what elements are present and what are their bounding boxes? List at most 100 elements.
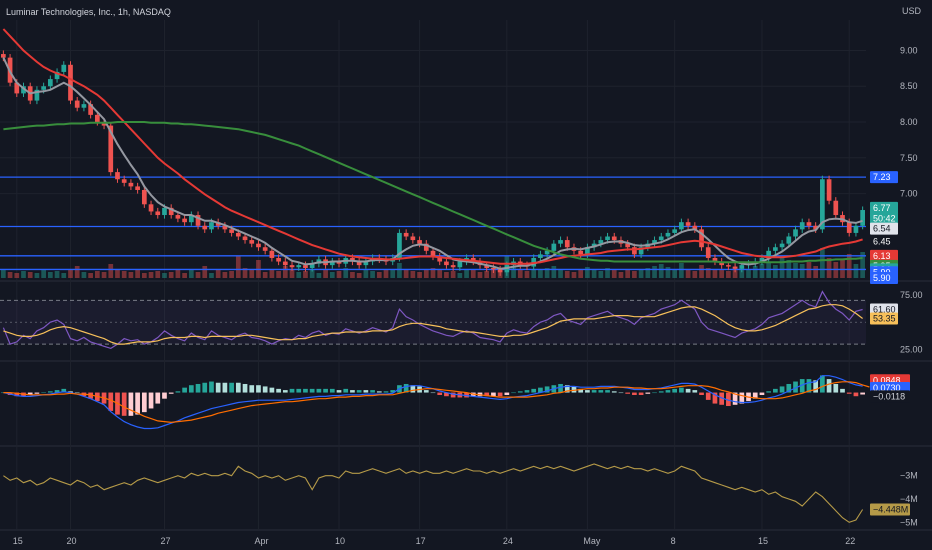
candle-body [658,236,664,241]
macd-histogram-bar [323,388,328,393]
macd-histogram-bar [430,392,436,394]
moving-average-line [3,121,863,264]
candle-body [585,247,590,255]
candle-body [820,179,825,230]
volume-bar [524,271,530,278]
price-label-text: 5.90 [873,273,891,283]
macd-histogram-bar [296,388,302,393]
rsi-tick-label: 75.00 [900,290,923,300]
volume-bar [477,272,483,278]
volume-bar [672,269,678,278]
macd-histogram-bar [276,388,281,393]
candle-body [672,229,678,233]
macd-histogram-bar [558,383,563,393]
volume-bar [591,270,597,278]
candle-body [215,222,221,226]
volume-bar [625,270,631,278]
volume-bar [484,271,490,278]
volume-bar [1,270,6,278]
volume-bar [638,269,644,278]
macd-histogram-bar [484,392,490,397]
price-label-text: 6.54 [873,224,891,234]
price-label-text: 50:42 [873,214,896,224]
candle-body [81,104,87,108]
volume-bar [249,270,255,278]
macd-histogram-bar [450,392,456,398]
volume-bar [846,254,852,278]
candle-body [638,247,644,255]
candle-body [813,225,819,230]
candle-body [605,236,610,241]
macd-histogram-bar [182,387,187,393]
macd-pane [1,375,870,430]
volume-bar [417,272,422,278]
volume-bar [276,271,281,278]
volume-bar [813,266,819,278]
obv-tick-label: −5M [900,517,918,527]
macd-histogram-bar [128,392,134,416]
volume-bar [303,271,308,278]
obv-pane [3,463,864,523]
candle-body [578,250,584,255]
macd-histogram-bar [444,392,449,397]
volume-bar [511,266,516,278]
price-label-badge [870,201,898,214]
obv-label-text: −4.448M [873,505,908,515]
moving-average-line [2,28,863,265]
macd-histogram-bar [363,390,369,393]
candle-body [397,232,402,258]
volume-bar [101,272,107,278]
macd-histogram-bar [860,392,865,395]
candle-body [329,261,335,266]
volume-bar [470,269,476,278]
macd-histogram-bar [853,392,859,397]
candle-body [262,247,268,251]
macd-histogram-bar [732,392,738,405]
macd-histogram-bar [423,390,429,393]
volume-bar [752,266,758,278]
time-tick-label: 15 [13,536,23,546]
candle-body [632,247,637,255]
macd-histogram-bar [168,392,174,394]
candle-body [68,64,73,101]
candle-body [74,100,80,108]
macd-histogram-bar [135,392,140,415]
volume-bar [34,273,40,278]
candle-body [444,261,449,266]
volume-bar [652,266,657,278]
price-label-badge [870,171,898,184]
rsi-line [2,290,863,350]
volume-bar [195,272,201,278]
volume-bar [517,269,523,278]
candle-body [450,265,456,268]
macd-histogram-bar [826,379,832,393]
macd-histogram-bar [578,388,584,393]
macd-histogram-bar [766,391,772,393]
macd-histogram-bar [605,390,610,393]
candle-body [14,82,20,94]
price-label-text: 6.13 [873,251,891,261]
candle-body [1,54,6,58]
volume-bar [773,265,778,278]
time-tick-label: Apr [254,536,268,546]
price-tick-label: 8.50 [900,81,918,91]
macd-histogram-bar [242,383,248,393]
volume-bar [685,270,691,278]
macd-line [3,381,870,424]
macd-histogram-bar [148,392,154,409]
time-axis: 15 20 27 Apr 10 17 24 May 8 15 22 [13,536,855,546]
price-label-text: 6.77 [873,203,891,213]
candle-body [759,257,765,262]
macd-histogram-bar [34,392,40,394]
volume-bar [61,273,67,278]
volume-bar [215,270,221,278]
candle-body [457,261,463,268]
volume-bar [269,269,275,278]
candle-body [155,211,161,216]
candle-body [256,243,261,248]
price-tick-label: 9.00 [900,45,918,55]
volume-bar [343,268,349,278]
macd-histogram-bar [598,390,604,393]
macd-histogram-bar [739,392,745,404]
